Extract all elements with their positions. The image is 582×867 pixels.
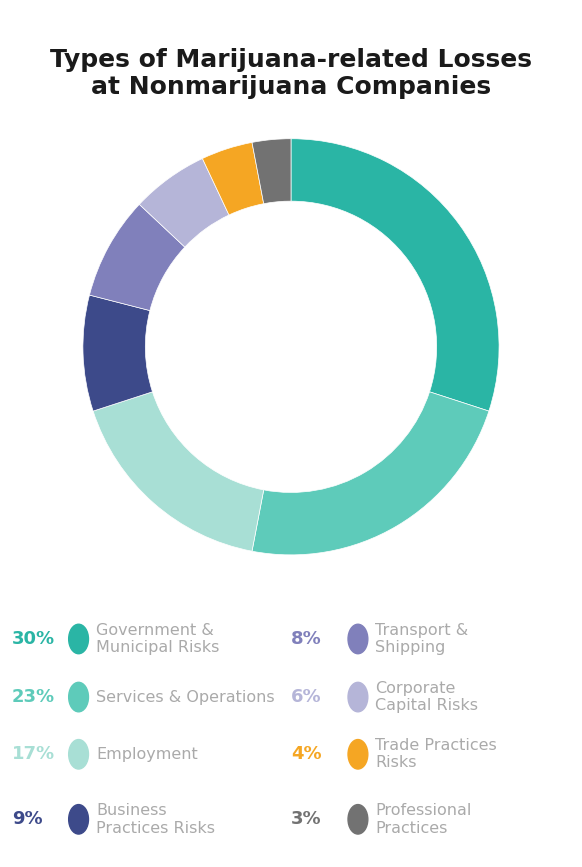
Text: Government &
Municipal Risks: Government & Municipal Risks <box>96 623 219 655</box>
Text: Professional
Practices: Professional Practices <box>375 803 472 836</box>
Text: Transport &
Shipping: Transport & Shipping <box>375 623 469 655</box>
Wedge shape <box>291 139 499 411</box>
Wedge shape <box>252 392 489 555</box>
Text: 30%: 30% <box>12 630 55 648</box>
Wedge shape <box>93 392 264 551</box>
Text: 4%: 4% <box>291 746 322 763</box>
Text: 3%: 3% <box>291 811 322 828</box>
Wedge shape <box>90 205 185 310</box>
Wedge shape <box>139 159 229 247</box>
Text: 17%: 17% <box>12 746 55 763</box>
Text: Corporate
Capital Risks: Corporate Capital Risks <box>375 681 478 714</box>
Text: Business
Practices Risks: Business Practices Risks <box>96 803 215 836</box>
Text: 9%: 9% <box>12 811 42 828</box>
Text: Trade Practices
Risks: Trade Practices Risks <box>375 738 497 771</box>
Text: Services & Operations: Services & Operations <box>96 689 275 705</box>
Wedge shape <box>83 295 152 411</box>
Wedge shape <box>203 142 264 215</box>
Text: Types of Marijuana-related Losses
at Nonmarijuana Companies: Types of Marijuana-related Losses at Non… <box>50 48 532 100</box>
Text: 23%: 23% <box>12 688 55 706</box>
Text: Employment: Employment <box>96 746 198 762</box>
Text: 6%: 6% <box>291 688 322 706</box>
Text: 8%: 8% <box>291 630 322 648</box>
Wedge shape <box>252 139 291 204</box>
